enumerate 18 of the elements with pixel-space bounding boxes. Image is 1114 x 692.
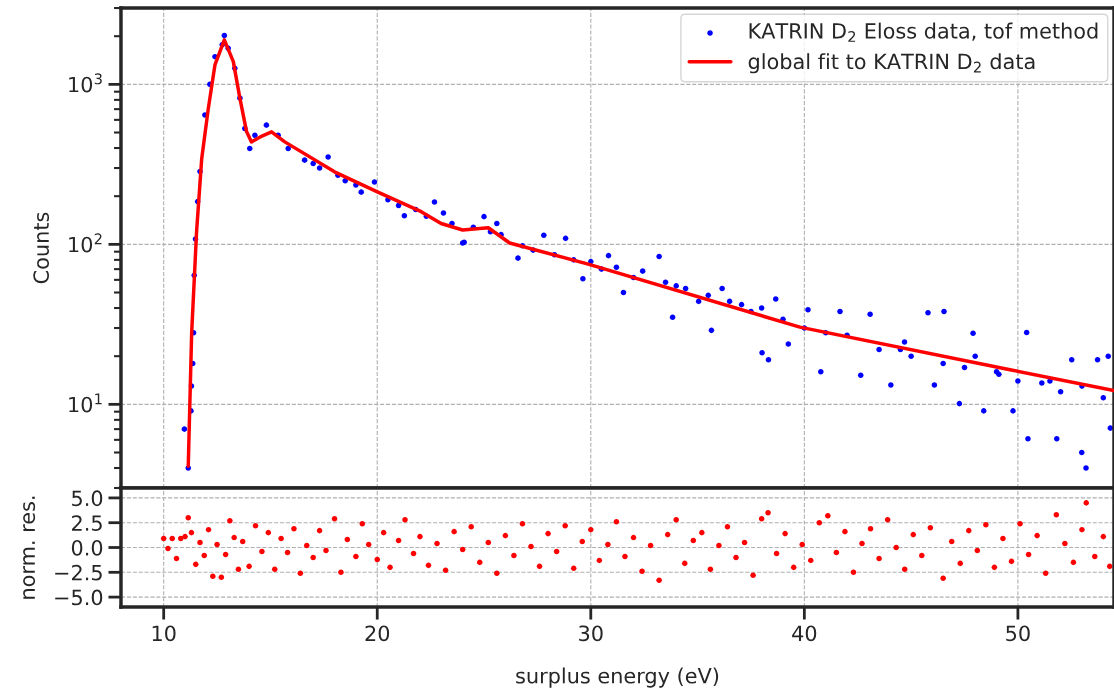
y-tick-label: 10$^{3}$ [69, 73, 102, 93]
y-tick-label: 5.0 [72, 490, 103, 507]
y-axis-title: norm. res. [23, 496, 36, 599]
legend-label: global fit to KATRIN D$_{2}$ data [748, 53, 1035, 74]
x-tick-label: 10 [152, 625, 176, 642]
y-tick-label: 10$^{1}$ [69, 393, 102, 413]
x-tick-label: 40 [792, 625, 817, 642]
legend-label: KATRIN D$_{2}$ Eloss data, tof method [749, 22, 1098, 42]
x-tick-label: 20 [365, 625, 390, 642]
x-tick-label: 30 [579, 625, 603, 642]
y-tick-label: −5.0 [55, 589, 103, 606]
y-tick-label: 0.0 [71, 539, 103, 556]
y-tick-label: 2.5 [72, 515, 102, 531]
x-tick-label: 50 [1006, 625, 1030, 642]
x-axis-title: surplus energy (eV) [516, 667, 719, 688]
y-tick-label: 10$^{2}$ [69, 233, 102, 253]
y-axis-title: Counts [33, 212, 50, 284]
y-tick-label: −2.5 [55, 564, 102, 581]
